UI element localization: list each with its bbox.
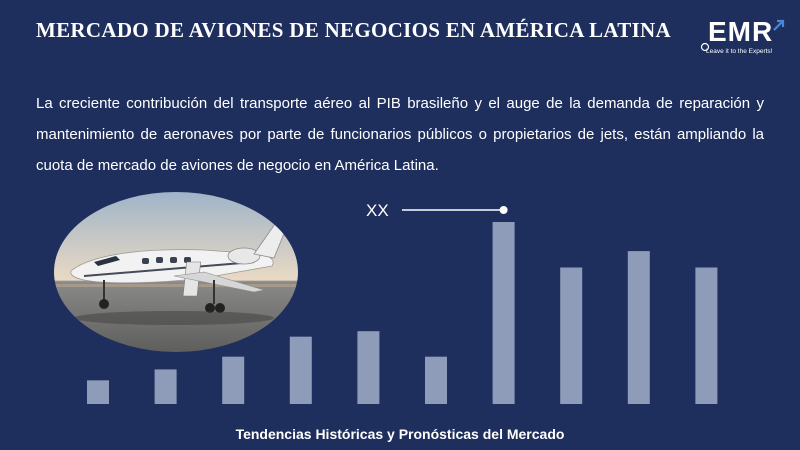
bar-series	[87, 222, 718, 404]
annotation-label: XX	[366, 201, 389, 220]
logo-ring-icon	[700, 42, 710, 52]
bar-9	[627, 251, 650, 404]
bar-3	[222, 356, 245, 404]
bar-8	[560, 267, 583, 404]
logo-tagline: Leave it to the Experts!	[706, 48, 773, 55]
market-description: La creciente contribución del transporte…	[36, 95, 764, 174]
bar-10	[695, 267, 718, 404]
arrow-up-right-icon	[773, 19, 785, 31]
page-title: MERCADO DE AVIONES DE NEGOCIOS EN AMÉRIC…	[36, 18, 671, 42]
business-jet-photo	[54, 192, 298, 352]
logo-text: EMR	[708, 16, 774, 47]
bar-2	[154, 369, 177, 404]
bar-6	[425, 356, 447, 404]
bar-5	[357, 331, 380, 404]
emr-logo: EMR Leave it to the Experts!	[700, 16, 790, 60]
annotation-dot	[499, 206, 508, 214]
chart-caption: Tendencias Históricas y Pronósticas del …	[235, 426, 565, 442]
bar-1	[87, 380, 109, 404]
bar-7	[492, 222, 515, 404]
bar-4	[289, 336, 312, 404]
